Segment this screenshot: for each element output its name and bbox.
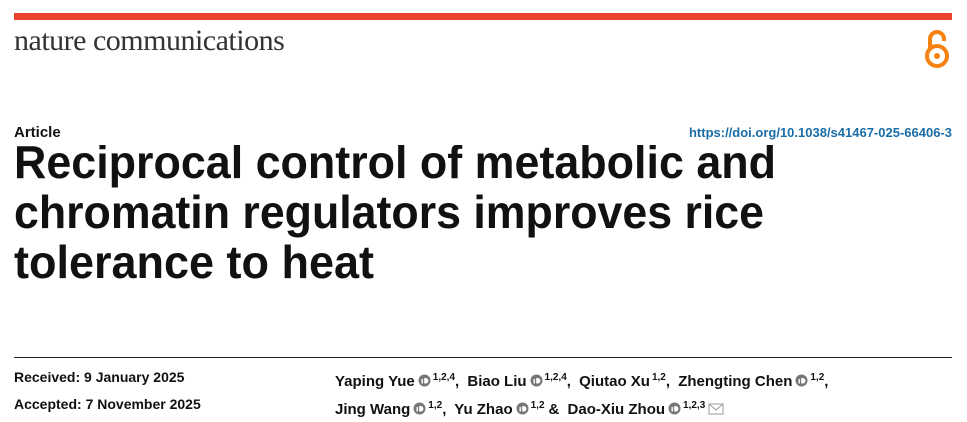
orcid-glyph (423, 378, 429, 384)
author: Biao Liu 1,2,4, (467, 372, 575, 390)
orcid-icon (530, 374, 543, 387)
affiliations: 1,2 (428, 400, 443, 411)
affiliations: 1,2 (530, 400, 545, 411)
mail-icon (708, 403, 724, 415)
accepted-date: Accepted: 7 November 2025 (14, 396, 201, 412)
orcid-glyph (671, 407, 673, 412)
affiliations: 1,2,4 (432, 372, 456, 383)
orcid-glyph (519, 407, 521, 412)
separator: , (824, 373, 829, 390)
author: Qiutao Xu 1,2, (579, 372, 674, 390)
orcid-icon (668, 402, 681, 415)
divider (14, 357, 952, 358)
page: nature communications Article https://do… (14, 13, 952, 418)
author-name: Qiutao Xu (579, 373, 650, 390)
title: Reciprocal control of metabolic and chro… (14, 145, 776, 288)
orcid-glyph (801, 378, 806, 384)
author-list: Yaping Yue 1,2,4, Biao Liu 1,2,4, Qiutao X… (335, 366, 870, 422)
orcid-icon (418, 374, 431, 387)
author-name: Biao Liu (467, 373, 527, 390)
title-line: Reciprocal control of metabolic and (14, 145, 776, 188)
affiliations: 1,2,4 (544, 372, 567, 383)
author-name: Yaping Yue (335, 373, 415, 390)
orcid-icon (413, 402, 426, 415)
journal-bar (14, 13, 952, 20)
separator: , (566, 373, 571, 390)
doi-link[interactable]: https://doi.org/10.1038/s41467-025-66406… (688, 125, 952, 140)
orcid-glyph (416, 407, 419, 412)
author: Zhengting Chen 1,2, (678, 372, 832, 390)
orcid-icon (795, 374, 808, 387)
orcid-icon (516, 402, 529, 415)
article-type: Article (14, 124, 61, 141)
separator: , (455, 373, 460, 390)
title-line: tolerance to heat (14, 236, 374, 288)
separator: , (665, 373, 671, 390)
orcid-glyph (798, 379, 801, 384)
affiliations: 1,2 (810, 372, 825, 383)
orcid-glyph (535, 378, 540, 384)
author: Yaping Yue 1,2,4, (335, 372, 463, 390)
orcid-glyph (421, 379, 423, 384)
affiliations: 1,2,3 (683, 400, 706, 411)
affiliations: 1,2 (651, 372, 666, 383)
received-date: Received: 9 January 2025 (14, 369, 185, 385)
open-access-icon (925, 30, 949, 68)
author-name: Zhengting Chen (678, 373, 793, 390)
title-line: chromatin regulators improves rice (14, 186, 764, 238)
mail-flap (708, 403, 724, 411)
orcid-glyph (533, 379, 535, 384)
journal-name: nature communications (14, 24, 285, 57)
